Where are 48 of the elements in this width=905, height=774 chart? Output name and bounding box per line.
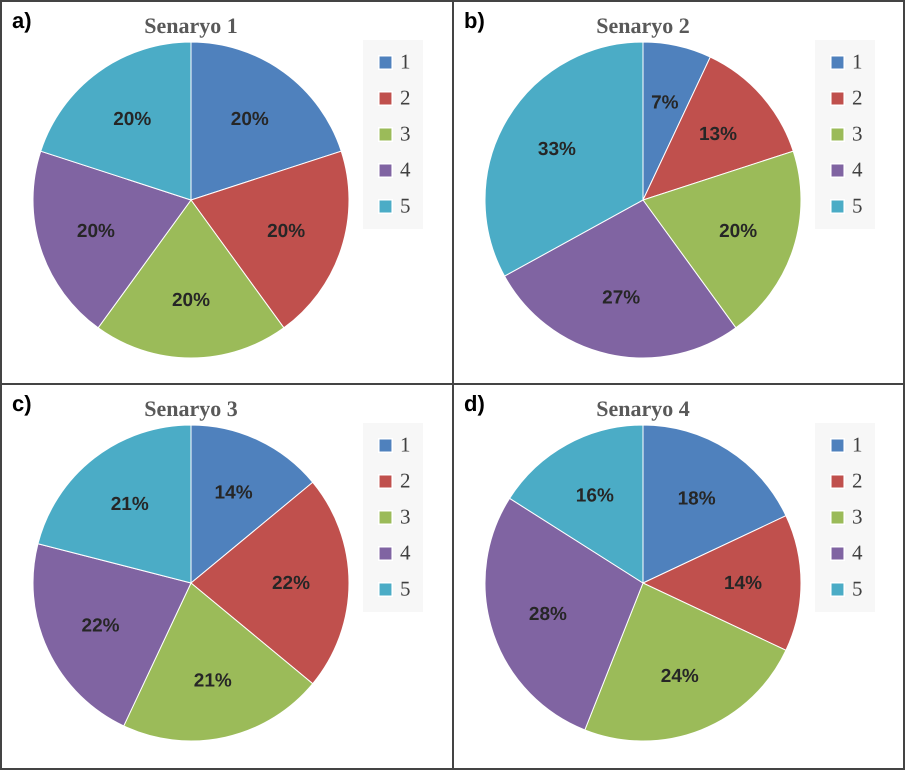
data-label: 22% [272, 573, 310, 594]
legend-label: 5 [852, 576, 862, 600]
legend-label: 1 [852, 50, 862, 74]
legend-label: 5 [400, 194, 410, 218]
legend-label: 3 [852, 122, 862, 146]
data-label: 20% [172, 290, 210, 311]
legend-label: 5 [852, 194, 862, 218]
legend-label: 5 [400, 576, 410, 600]
legend-label: 4 [400, 540, 411, 564]
legend-label: 1 [852, 432, 862, 456]
data-label: 16% [575, 485, 614, 506]
legend-label: 4 [852, 540, 862, 564]
data-label: 20% [113, 109, 152, 130]
text: c) [12, 391, 32, 417]
data-label: 22% [82, 616, 120, 637]
legend-label: 4 [400, 158, 411, 182]
data-label: 20% [718, 220, 757, 242]
legend-label: 1 [400, 50, 410, 74]
legend-label: 2 [400, 86, 410, 110]
data-label: 28% [528, 604, 567, 625]
legend-label: 3 [400, 504, 410, 528]
chart-title: Senaryo 4 [596, 396, 690, 421]
legend-label: 4 [852, 158, 862, 182]
data-label: 33% [537, 139, 576, 160]
legend-label: 1 [400, 432, 410, 456]
data-label: 21% [194, 670, 232, 692]
legend-label: 2 [400, 468, 410, 492]
legend-label: 3 [852, 504, 862, 528]
data-label: 20% [76, 220, 116, 242]
text: b) [464, 8, 485, 34]
data-label: 21% [110, 494, 149, 515]
chart-title: Senaryo 2 [596, 13, 690, 38]
data-label: 18% [677, 488, 716, 510]
legend-label: 2 [852, 86, 862, 110]
data-label: 24% [660, 666, 698, 687]
chart-title: Senaryo 1 [144, 13, 238, 38]
data-label: 20% [267, 220, 306, 242]
data-label: 20% [230, 109, 269, 130]
data-label: 7% [650, 92, 678, 114]
data-label: 14% [723, 573, 762, 594]
legend-label: 3 [400, 122, 410, 146]
data-label: 27% [602, 288, 640, 309]
text: d) [464, 391, 485, 417]
chart-title: Senaryo 3 [144, 396, 238, 421]
data-label: 14% [214, 482, 253, 504]
data-label: 13% [698, 124, 737, 145]
text: a) [12, 8, 32, 34]
legend-label: 2 [852, 468, 862, 492]
